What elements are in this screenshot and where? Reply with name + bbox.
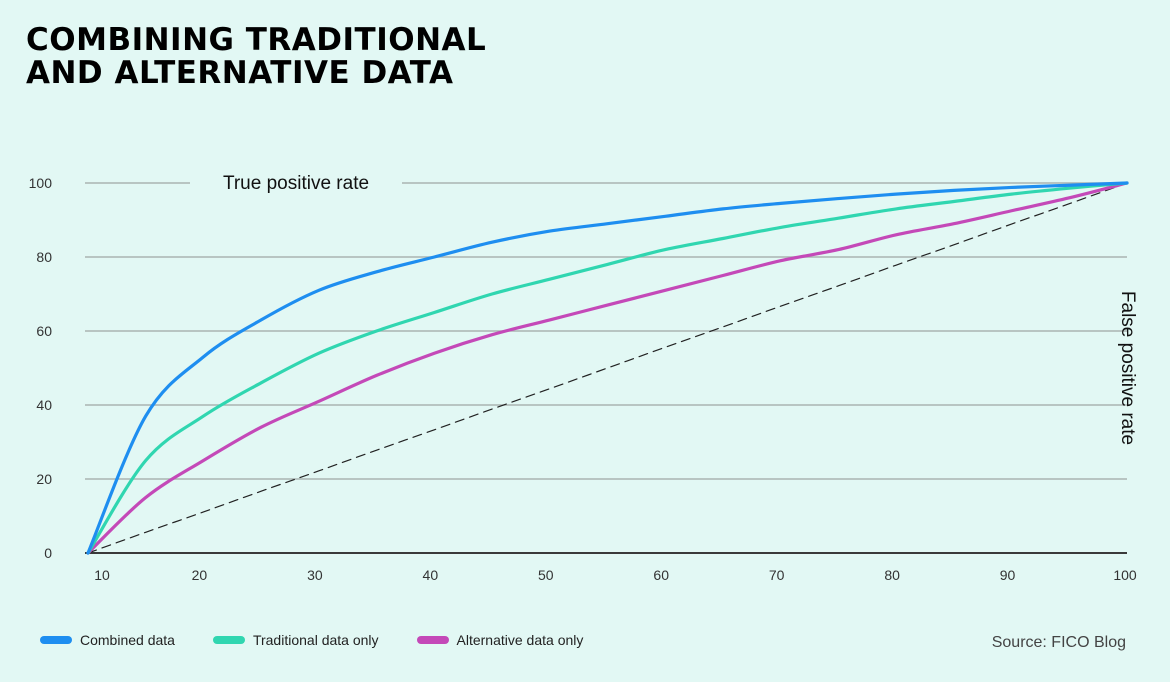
series-line-combined (86, 181, 1129, 555)
x-tick-label-90: 90 (1000, 567, 1016, 583)
title-line-2: AND ALTERNATIVE DATA (26, 55, 454, 91)
y-axis-label: True positive rate (223, 173, 369, 194)
x-tick-label-40: 40 (423, 567, 439, 583)
y-tick-label-20: 20 (36, 471, 52, 487)
x-tick-label-20: 20 (192, 567, 208, 583)
x-axis-label: False positive rate (1117, 291, 1138, 445)
legend-label-combined: Combined data (80, 632, 175, 648)
y-tick-label-100: 100 (29, 175, 53, 191)
x-tick-label-60: 60 (653, 567, 669, 583)
x-tick-label-100: 100 (1113, 567, 1137, 583)
series-line-traditional (86, 181, 1129, 555)
legend-swatch-traditional (212, 636, 245, 644)
legend-swatch-alternative (416, 636, 449, 644)
legend-item-traditional: Traditional data only (212, 632, 379, 648)
y-tick-label-80: 80 (36, 249, 52, 265)
x-tick-label-70: 70 (769, 567, 785, 583)
x-tick-label-50: 50 (538, 567, 554, 583)
x-tick-label-10: 10 (94, 567, 110, 583)
legend-item-combined: Combined data (40, 632, 175, 648)
series-line-diagonal (87, 182, 1128, 554)
title-line-1: COMBINING TRADITIONAL (26, 22, 487, 58)
source-note: Source: FICO Blog (991, 634, 1126, 651)
legend-item-alternative: Alternative data only (416, 632, 584, 648)
legend-label-alternative: Alternative data only (456, 632, 584, 648)
chart-title: COMBINING TRADITIONAL AND ALTERNATIVE DA… (26, 24, 586, 90)
x-tick-label-80: 80 (884, 567, 900, 583)
legend-swatch-combined (40, 636, 72, 644)
legend-label-traditional: Traditional data only (252, 632, 379, 648)
x-tick-label-30: 30 (307, 567, 323, 583)
y-tick-label-0: 0 (44, 545, 52, 561)
y-tick-label-40: 40 (36, 397, 52, 413)
y-tick-label-60: 60 (36, 323, 52, 339)
legend: Combined data Traditional data only Alte… (40, 632, 621, 648)
series-line-alternative (86, 181, 1129, 555)
